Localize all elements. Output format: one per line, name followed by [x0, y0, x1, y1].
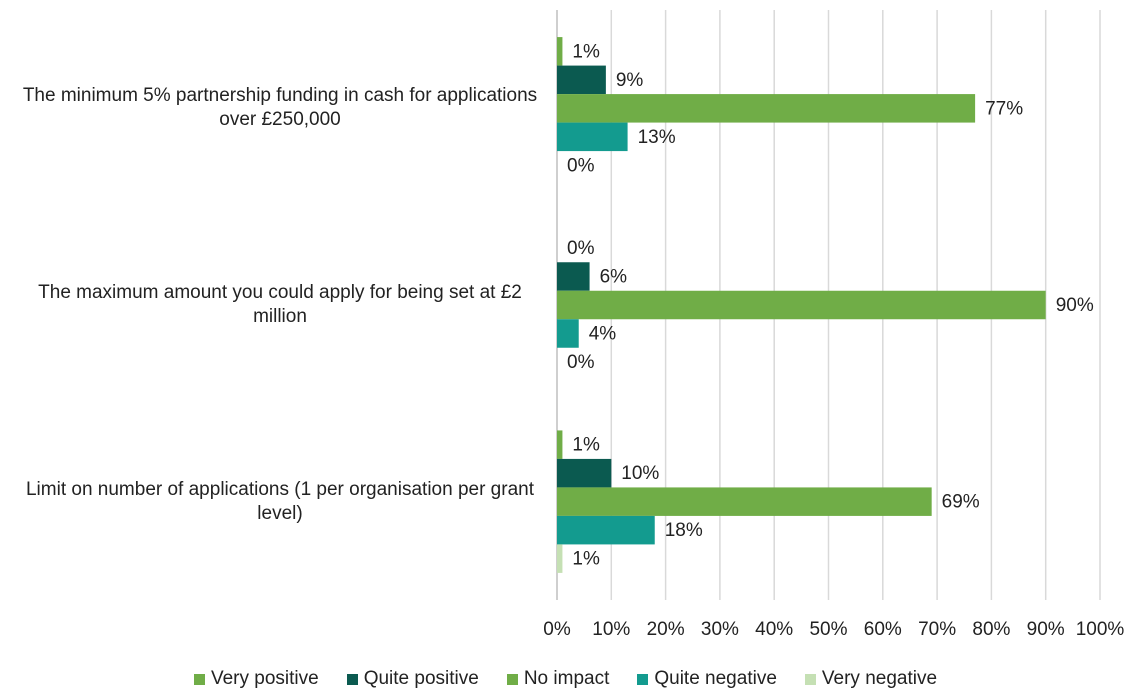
data-label: 4%: [589, 324, 617, 345]
data-label: 0%: [567, 238, 595, 259]
x-tick-label: 30%: [701, 619, 739, 640]
x-tick-label: 20%: [647, 619, 685, 640]
x-tick-label: 10%: [592, 619, 630, 640]
x-tick-label: 40%: [755, 619, 793, 640]
x-tick-label: 0%: [543, 619, 571, 640]
legend-item: Quite positive: [346, 668, 479, 690]
legend: Very positive Quite positive No impact Quit…: [0, 668, 1131, 690]
bar: [557, 262, 590, 291]
legend-swatch: [637, 673, 649, 685]
category-label: Limit on number of applications (1 per o…: [25, 478, 534, 524]
legend-item: Very negative: [804, 668, 938, 690]
bar: [557, 458, 612, 488]
legend-swatch: [506, 673, 518, 685]
bar: [557, 515, 655, 545]
data-label: 1%: [572, 41, 600, 62]
category-label: The minimum 5% partnership funding in ca…: [22, 85, 538, 131]
legend-label: Quite negative: [654, 668, 777, 689]
data-label: 0%: [567, 155, 595, 176]
data-label: 13%: [638, 127, 676, 148]
legend-label: Very negative: [821, 668, 938, 689]
data-label: 1%: [572, 549, 600, 570]
bar: [557, 290, 1046, 320]
x-tick-label: 100%: [1076, 619, 1125, 640]
data-label: 6%: [600, 267, 628, 288]
data-label: 69%: [942, 492, 980, 513]
data-label: 1%: [572, 435, 600, 456]
bar: [557, 487, 932, 516]
data-label: 10%: [621, 463, 659, 484]
data-label: 0%: [567, 352, 595, 373]
bar: [557, 37, 563, 66]
data-label: 90%: [1056, 295, 1094, 316]
legend-item: No impact: [506, 668, 610, 690]
bar: [557, 122, 628, 152]
data-label: 9%: [616, 70, 644, 91]
x-tick-label: 70%: [918, 619, 956, 640]
data-label: 77%: [985, 98, 1023, 119]
x-tick-label: 80%: [972, 619, 1010, 640]
data-label: 18%: [665, 520, 703, 541]
x-tick-label: 50%: [809, 619, 847, 640]
legend-item: Quite negative: [637, 668, 777, 690]
bar: [557, 544, 563, 573]
legend-swatch: [193, 673, 205, 685]
bar: [557, 65, 606, 95]
legend-label: No impact: [523, 668, 610, 689]
x-tick-label: 90%: [1027, 619, 1065, 640]
bar: [557, 94, 976, 123]
x-tick-label: 60%: [864, 619, 902, 640]
legend-swatch: [804, 673, 816, 685]
legend-swatch: [346, 673, 358, 685]
legend-label: Very positive: [210, 668, 319, 689]
bar: [557, 430, 563, 459]
category-label: The maximum amount you could apply for b…: [38, 282, 522, 327]
bar: [557, 319, 579, 348]
legend-label: Quite positive: [363, 668, 479, 689]
legend-item: Very positive: [193, 668, 319, 690]
